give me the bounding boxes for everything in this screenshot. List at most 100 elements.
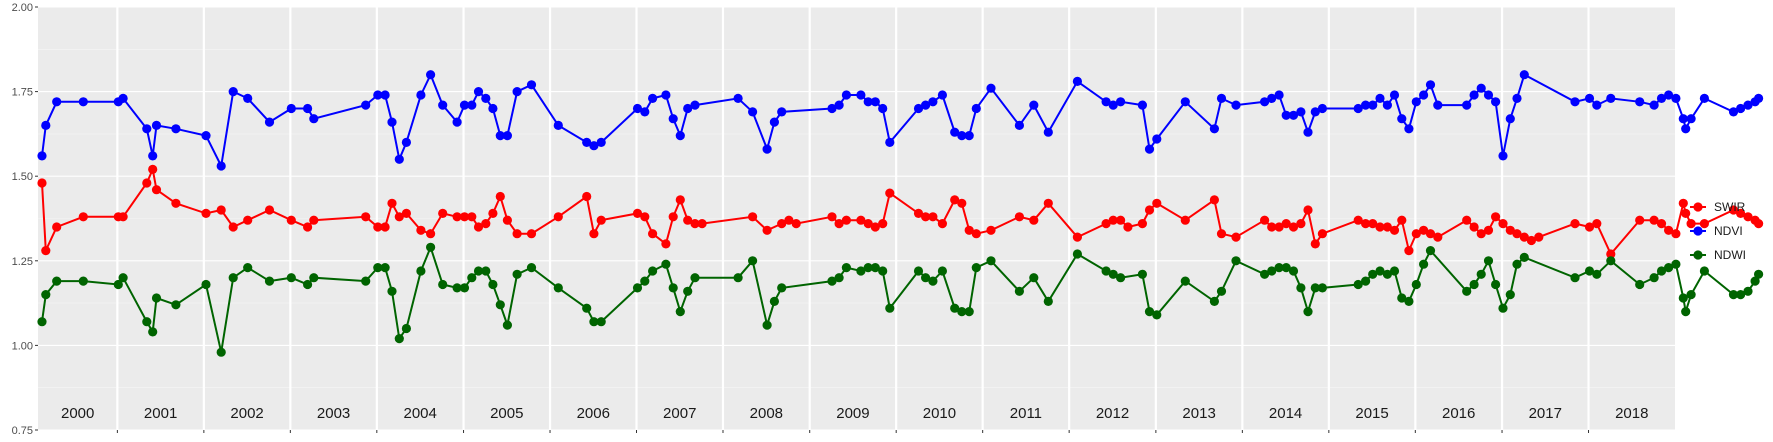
data-point	[648, 266, 658, 276]
legend: SWIR NDVI NDWI	[1690, 200, 1746, 262]
data-point	[1433, 232, 1443, 242]
data-point	[769, 296, 780, 306]
data-point	[1425, 229, 1436, 239]
data-point	[1296, 107, 1306, 117]
data-point	[286, 215, 296, 225]
y-tick-label: 1.25	[12, 256, 33, 268]
data-point	[1505, 114, 1515, 124]
data-point	[1361, 219, 1371, 229]
data-point	[928, 276, 938, 286]
data-point	[950, 127, 960, 137]
data-point	[1274, 222, 1284, 232]
data-point	[878, 266, 888, 276]
data-point	[1375, 93, 1385, 103]
data-point	[1260, 97, 1270, 107]
data-point	[748, 212, 758, 222]
data-point	[1491, 212, 1501, 222]
data-point	[1152, 134, 1162, 144]
data-point	[937, 90, 948, 100]
data-point	[1317, 103, 1327, 114]
data-point	[971, 263, 981, 273]
data-point	[1686, 219, 1696, 229]
data-point	[1584, 266, 1595, 276]
data-point	[885, 303, 895, 313]
y-tick-label: 2.00	[12, 2, 33, 14]
data-point	[683, 103, 693, 114]
series-ndwi	[37, 242, 1764, 357]
data-point	[452, 117, 462, 127]
data-point	[1656, 219, 1667, 229]
data-point	[1678, 293, 1688, 303]
data-point	[863, 219, 873, 229]
data-point	[142, 178, 152, 188]
data-point	[834, 100, 844, 110]
data-point	[675, 131, 685, 141]
data-point	[1570, 97, 1580, 107]
y-tick-label: 1.50	[12, 171, 33, 183]
data-point	[640, 212, 650, 222]
data-point	[438, 279, 448, 290]
data-point	[769, 117, 780, 127]
data-point	[526, 229, 537, 239]
data-point	[467, 100, 477, 110]
data-point	[1029, 215, 1039, 225]
year-label: 2013	[1182, 405, 1215, 422]
data-point	[1108, 100, 1118, 110]
data-point	[1152, 310, 1162, 320]
data-point	[1483, 256, 1494, 266]
data-point	[1317, 283, 1327, 293]
data-point	[481, 266, 491, 276]
data-point	[856, 215, 866, 225]
data-point	[1072, 76, 1082, 86]
data-point	[1671, 93, 1681, 103]
data-point	[1483, 225, 1494, 235]
data-point	[426, 229, 436, 239]
data-point	[1101, 219, 1111, 229]
data-point	[1411, 97, 1421, 107]
data-point	[1476, 83, 1486, 93]
data-point	[1411, 279, 1421, 290]
data-point	[1512, 93, 1522, 103]
data-point	[553, 283, 563, 293]
data-point	[827, 212, 837, 222]
data-point	[495, 191, 505, 202]
data-point	[142, 317, 152, 327]
data-point	[582, 137, 592, 147]
data-point	[502, 320, 512, 330]
data-point	[921, 273, 931, 283]
data-point	[1699, 266, 1709, 276]
data-point	[870, 222, 880, 232]
data-point	[1750, 276, 1760, 286]
data-point	[151, 293, 162, 303]
data-point	[1592, 269, 1602, 279]
data-point	[1743, 212, 1753, 222]
data-point	[1382, 222, 1392, 232]
legend-key-marker	[1693, 202, 1703, 212]
data-point	[1512, 229, 1522, 239]
year-label: 2012	[1096, 405, 1129, 422]
data-point	[512, 87, 522, 97]
data-point	[748, 256, 758, 266]
data-point	[380, 222, 390, 232]
data-point	[885, 188, 895, 198]
data-point	[1462, 100, 1472, 110]
data-point	[856, 266, 866, 276]
data-point	[1231, 256, 1241, 266]
data-point	[303, 103, 313, 114]
data-point	[1288, 266, 1299, 276]
data-point	[416, 266, 426, 276]
data-point	[416, 90, 426, 100]
data-point	[582, 191, 592, 202]
data-point	[1014, 120, 1024, 130]
data-point	[118, 212, 128, 222]
data-point	[1743, 100, 1753, 110]
data-point	[589, 229, 599, 239]
data-point	[1260, 269, 1270, 279]
data-point	[1296, 283, 1306, 293]
year-label: 2000	[61, 405, 94, 422]
data-point	[1361, 276, 1371, 286]
data-point	[1505, 290, 1515, 300]
data-point	[1534, 232, 1544, 242]
data-point	[1686, 114, 1696, 124]
